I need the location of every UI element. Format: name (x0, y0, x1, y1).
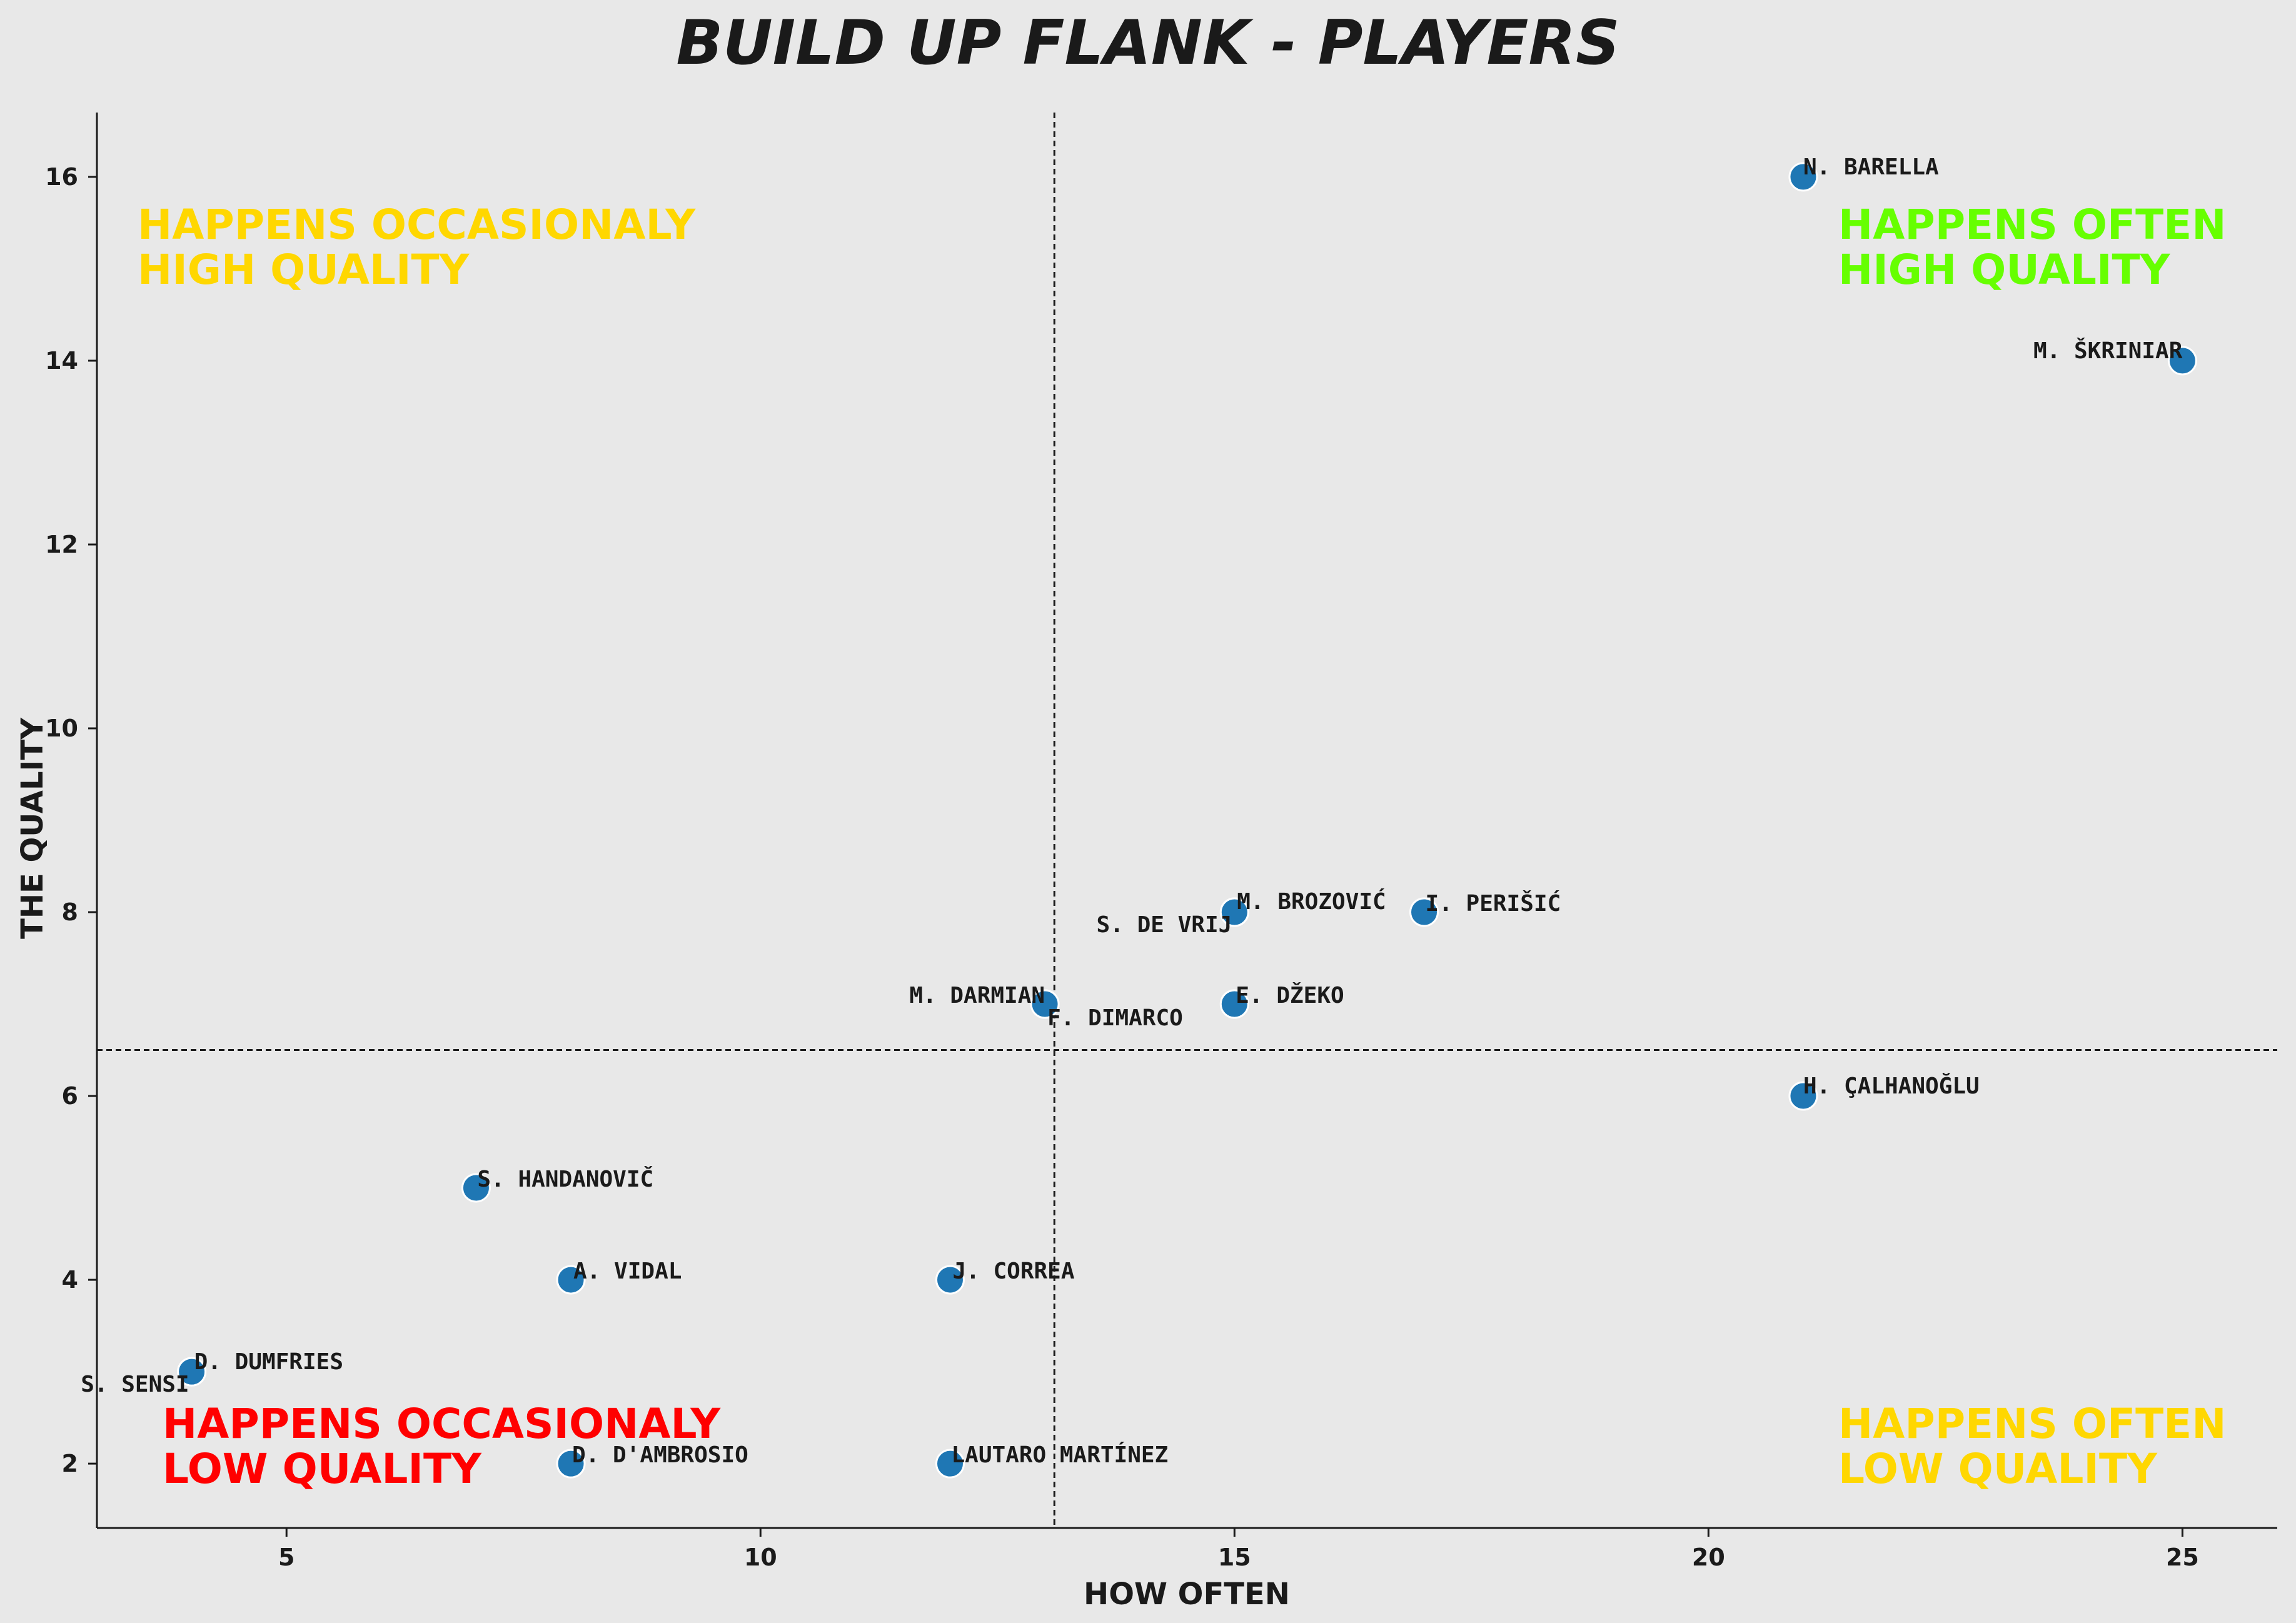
y-tick-label: 8 (62, 898, 78, 926)
x-tick-label: 15 (1218, 1544, 1251, 1571)
axes: 5 10 15 20 25 2 4 6 8 10 12 14 16 (45, 113, 2277, 1571)
x-tick-label: 25 (2166, 1544, 2199, 1571)
point-label: D. D'AMBROSIO (572, 1442, 748, 1468)
quadrant-label-br: HAPPENS OFTEN LOW QUALITY (1838, 1400, 2226, 1493)
data-point (1409, 897, 1439, 927)
data-point (1788, 162, 1818, 192)
point-label: M. BROZOVIĆ (1237, 888, 1386, 915)
data-point (1030, 989, 1060, 1019)
point-label: M. ŠKRINIAR (2033, 338, 2183, 364)
point-label: I. PERIŠIĆ (1426, 890, 1561, 917)
data-point (177, 1357, 207, 1387)
data-point (1219, 989, 1249, 1019)
quadrant-label-tr: HAPPENS OFTEN HIGH QUALITY (1838, 201, 2226, 294)
quadrant-labels: HAPPENS OCCASIONALY HIGH QUALITY HAPPENS O… (138, 201, 2226, 1493)
point-label: M. DARMIAN (909, 983, 1045, 1008)
point-label: E. DŽEKO (1236, 982, 1344, 1008)
point-label: A. VIDAL (573, 1259, 682, 1284)
point-label: J. CORREA (952, 1259, 1074, 1284)
y-tick-label: 2 (62, 1450, 78, 1477)
y-tick-label: 10 (45, 715, 78, 742)
point-label: LAUTARO MARTÍNEZ (951, 1442, 1168, 1468)
data-point (935, 1449, 965, 1479)
data-point (1788, 1081, 1818, 1111)
y-tick-label: 16 (45, 163, 78, 191)
point-label: S. SENSI (81, 1372, 189, 1397)
data-point (1219, 897, 1249, 927)
data-point (556, 1265, 586, 1295)
quadrant-label-bl: HAPPENS OCCASIONALY LOW QUALITY (163, 1400, 721, 1493)
x-tick-label: 10 (744, 1544, 777, 1571)
y-tick-label: 6 (62, 1082, 78, 1110)
x-tick-label: 5 (278, 1544, 295, 1571)
y-tick-label: 4 (62, 1266, 78, 1294)
x-axis-label: HOW OFTEN (1084, 1577, 1290, 1612)
data-point (935, 1265, 965, 1295)
point-label: S. DE VRIJ (1097, 912, 1232, 938)
data-point (556, 1449, 586, 1479)
data-point (2167, 346, 2197, 376)
y-tick-label: 12 (45, 531, 78, 558)
y-axis-label: THE QUALITY (15, 717, 50, 939)
point-label: D. DUMFRIES (194, 1349, 343, 1375)
quadrant-label-tl: HAPPENS OCCASIONALY HIGH QUALITY (138, 201, 696, 294)
point-label: F. DIMARCO (1047, 1005, 1183, 1031)
data-point (461, 1173, 491, 1203)
x-tick-label: 20 (1692, 1544, 1725, 1571)
y-tick-label: 14 (45, 347, 78, 374)
point-label: S. HANDANOVIČ (477, 1166, 653, 1192)
point-label: H. ÇALHANOĞLU (1803, 1073, 1980, 1099)
point-label: N. BARELLA (1803, 154, 1939, 180)
chart-title: BUILD UP FLANK - PLAYERS (676, 8, 1619, 79)
